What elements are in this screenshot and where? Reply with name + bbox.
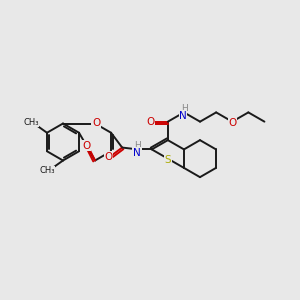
Text: O: O: [82, 141, 91, 151]
Text: CH₃: CH₃: [39, 166, 55, 175]
Text: O: O: [104, 152, 113, 162]
Text: CH₃: CH₃: [23, 118, 39, 127]
Text: N: N: [179, 111, 187, 121]
Text: H: H: [182, 104, 188, 113]
Text: N: N: [133, 148, 141, 158]
Text: S: S: [164, 155, 171, 165]
Text: O: O: [228, 118, 236, 128]
Text: O: O: [92, 118, 100, 128]
Text: O: O: [146, 117, 154, 127]
Text: H: H: [134, 141, 141, 150]
